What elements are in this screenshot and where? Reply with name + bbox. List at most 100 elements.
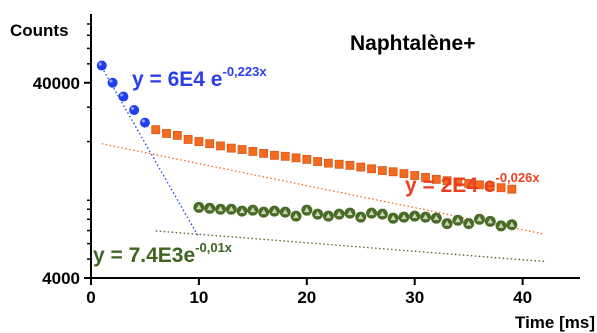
data-point-series-2 — [356, 162, 366, 172]
data-point-series-1 — [118, 91, 129, 102]
data-point-series-2 — [410, 171, 420, 180]
data-point-inner-mark — [465, 220, 472, 226]
x-axis-label: Time [ms] — [515, 313, 595, 332]
data-point-series-2 — [151, 125, 161, 135]
blue-fit-text: y = 6E4 e — [132, 68, 223, 91]
orange-fit-label: y = 2E4 e-0,026x — [405, 170, 540, 197]
data-point-series-2 — [259, 148, 269, 158]
x-tick-label: 40 — [513, 288, 532, 307]
data-point-series-2 — [183, 135, 193, 144]
data-point-highlight — [120, 93, 124, 97]
x-tick-label: 30 — [405, 288, 424, 307]
data-point-series-2 — [421, 173, 430, 182]
data-point-series-1 — [96, 60, 107, 71]
blue-fit-exponent: -0,223x — [223, 64, 268, 79]
data-point-highlight — [130, 106, 135, 111]
data-point-series-2 — [388, 167, 398, 177]
data-point-inner-mark — [390, 215, 396, 221]
data-point-inner-mark — [498, 222, 504, 228]
data-point-series-2 — [431, 174, 441, 184]
orange-fit-text: y = 2E4 e — [405, 174, 496, 197]
data-point-inner-mark — [239, 208, 245, 214]
data-point-inner-mark — [444, 220, 450, 226]
data-point-series-2 — [270, 150, 279, 160]
data-point-inner-mark — [293, 213, 299, 219]
data-point-series-2 — [367, 164, 376, 174]
data-point-inner-mark — [347, 210, 353, 216]
data-point-series-2 — [226, 143, 236, 153]
data-point-series-2 — [399, 169, 409, 179]
data-point-inner-mark — [476, 216, 483, 222]
data-point-inner-mark — [217, 206, 224, 212]
data-point-series-2 — [162, 129, 171, 138]
data-point-series-2 — [291, 153, 301, 163]
data-point-series-2 — [205, 139, 215, 149]
data-point-series-2 — [475, 180, 484, 190]
data-point-series-2 — [248, 147, 258, 156]
y-minor-ticks — [87, 23, 91, 260]
y-axis-label: Counts — [10, 21, 69, 40]
data-point-inner-mark — [368, 210, 375, 216]
x-tick-label: 20 — [297, 288, 316, 307]
data-point-inner-mark — [271, 208, 278, 214]
data-point-highlight — [141, 119, 145, 123]
data-point-series-2 — [442, 176, 452, 186]
data-point-series-2 — [172, 131, 182, 140]
data-point-inner-mark — [379, 211, 386, 217]
data-point-series-2 — [323, 158, 333, 168]
data-point-inner-mark — [357, 214, 364, 220]
data-point-series-2 — [345, 160, 355, 170]
data-point-series-2 — [313, 157, 323, 166]
data-point-series-2 — [216, 141, 225, 151]
data-points — [96, 60, 518, 232]
data-point-inner-mark — [455, 217, 461, 223]
trendline-series-3 — [155, 230, 545, 263]
data-point-series-1 — [139, 117, 150, 128]
data-point-series-2 — [485, 181, 495, 191]
data-point-inner-mark — [196, 204, 202, 210]
data-point-inner-mark — [433, 215, 440, 221]
blue-fit-label: y = 6E4 e-0,223x — [132, 64, 267, 91]
data-point-series-2 — [237, 145, 247, 154]
data-point-inner-mark — [282, 209, 289, 215]
data-point-series-1 — [129, 105, 140, 116]
trendlines — [101, 66, 545, 263]
data-point-series-2 — [194, 137, 204, 146]
data-point-inner-mark — [509, 221, 515, 227]
data-point-highlight — [109, 79, 113, 83]
data-point-series-2 — [334, 159, 344, 169]
data-point-inner-mark — [422, 214, 429, 220]
data-point-inner-mark — [336, 211, 342, 217]
y-axis-ticks: 4000 40000 — [33, 74, 91, 288]
data-point-series-2 — [464, 179, 474, 188]
data-point-inner-mark — [260, 209, 267, 215]
data-point-inner-mark — [314, 211, 321, 217]
data-point-inner-mark — [304, 207, 310, 213]
x-tick-label: 0 — [86, 288, 95, 307]
chart-title: Naphtalène+ — [350, 32, 475, 55]
data-point-inner-mark — [401, 214, 407, 220]
green-fit-exponent: -0,01x — [195, 240, 233, 255]
data-point-series-2 — [453, 177, 463, 187]
data-point-series-2 — [507, 184, 517, 194]
data-point-highlight — [98, 62, 102, 66]
data-point-series-1 — [107, 77, 118, 88]
data-point-inner-mark — [411, 213, 418, 219]
green-fit-text: y = 7.4E3e — [93, 244, 195, 267]
data-point-series-2 — [377, 166, 387, 175]
data-point-series-2 — [280, 151, 290, 161]
data-point-inner-mark — [206, 205, 213, 211]
x-axis-ticks: 0 10 20 30 40 — [86, 278, 532, 307]
x-tick-label: 10 — [189, 288, 208, 307]
y-tick-label: 4000 — [42, 269, 80, 288]
data-point-series-2 — [496, 183, 506, 193]
green-fit-label: y = 7.4E3e-0,01x — [93, 240, 233, 267]
orange-fit-exponent: -0,026x — [496, 170, 541, 185]
data-point-inner-mark — [325, 213, 332, 219]
y-tick-label: 40000 — [33, 74, 80, 93]
data-point-inner-mark — [228, 206, 235, 212]
trendline-series-1 — [101, 66, 200, 238]
data-point-series-2 — [302, 155, 312, 164]
data-point-inner-mark — [487, 218, 494, 224]
